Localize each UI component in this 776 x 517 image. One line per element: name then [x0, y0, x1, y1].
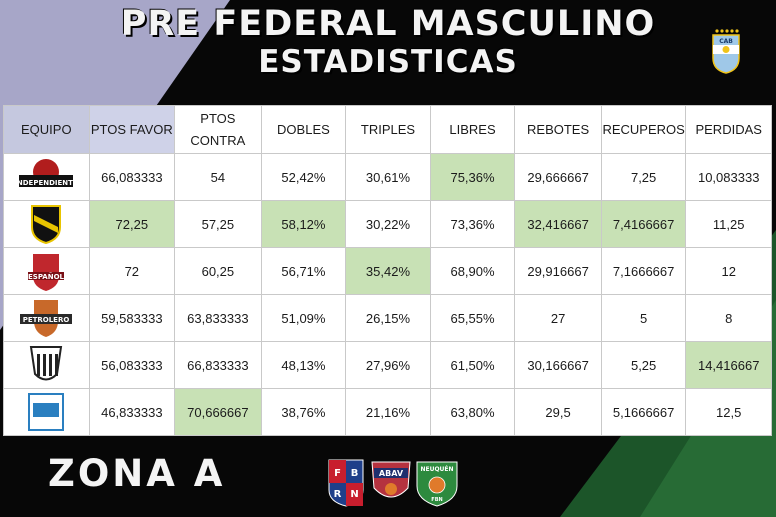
cell-recuperos: 5,25 — [600, 341, 687, 389]
col-header-equipo: EQUIPO — [3, 105, 90, 154]
table-row: 56,083333 66,833333 48,13% 27,96% 61,50% 30,1… — [3, 341, 772, 389]
col-header-recuperos: RECUPEROS — [600, 105, 687, 154]
team-logo-cell: PETROLERO — [3, 294, 90, 342]
team-logo-icon: ESPAÑOL — [28, 254, 65, 291]
team-logo-cell — [3, 388, 90, 436]
zone-label: ZONA A — [48, 452, 226, 495]
cell-perdidas: 11,25 — [685, 200, 772, 248]
header-row: EQUIPO PTOS FAVOR PTOS CONTRA DOBLES TRI… — [3, 105, 772, 154]
cell-triples: 30,22% — [345, 200, 431, 248]
fbrn-letter-n: N — [350, 489, 358, 500]
title-line-1: PRE FEDERAL MASCULINO — [120, 4, 656, 44]
cell-perdidas: 12 — [685, 247, 772, 295]
team-logo-text: PETROLERO — [23, 316, 70, 324]
table-row: 46,833333 70,666667 38,76% 21,16% 63,80% 29,5… — [3, 388, 772, 436]
team-logo-cell — [3, 200, 90, 248]
fbn-logo-icon: NEUQUÉN FBN — [416, 461, 458, 507]
col-header-triples: TRIPLES — [345, 105, 431, 154]
cab-badge-text: CAB — [719, 38, 733, 45]
cell-dobles: 51,09% — [260, 294, 347, 342]
cell-triples: 21,16% — [345, 388, 431, 436]
team-logo-cell: INDEPENDIENTE — [3, 153, 90, 201]
stats-table: EQUIPO PTOS FAVOR PTOS CONTRA DOBLES TRI… — [3, 105, 772, 436]
cell-ptos-favor: 59,583333 — [88, 294, 176, 342]
cell-rebotes: 29,5 — [514, 388, 602, 436]
cell-ptos-favor: 56,083333 — [88, 341, 176, 389]
cell-libres: 68,90% — [429, 247, 516, 295]
cell-dobles: 52,42% — [260, 153, 347, 201]
cell-dobles: 38,76% — [260, 388, 347, 436]
cell-triples: 26,15% — [345, 294, 431, 342]
col-header-ptos-favor: PTOS FAVOR — [88, 105, 176, 154]
cell-ptos-contra: 60,25 — [174, 247, 262, 295]
team-logo-text: INDEPENDIENTE — [17, 179, 75, 187]
cell-ptos-contra: 63,833333 — [174, 294, 262, 342]
fbrn-letter-r: R — [334, 489, 342, 500]
cell-perdidas: 14,416667 — [685, 341, 772, 389]
team-logo-icon — [30, 346, 63, 381]
cell-rebotes: 32,416667 — [514, 200, 602, 248]
cell-ptos-contra: 66,833333 — [174, 341, 262, 389]
cell-ptos-favor: 72 — [88, 247, 176, 295]
cell-ptos-contra: 57,25 — [174, 200, 262, 248]
cell-dobles: 48,13% — [260, 341, 347, 389]
cell-triples: 35,42% — [345, 247, 431, 295]
cell-rebotes: 29,916667 — [514, 247, 602, 295]
cell-recuperos: 5 — [600, 294, 687, 342]
cell-rebotes: 30,166667 — [514, 341, 602, 389]
cell-libres: 65,55% — [429, 294, 516, 342]
table-row: ESPAÑOL 72 60,25 56,71% 35,42% 68,90% 29,91666… — [3, 247, 772, 295]
cell-ptos-favor: 46,833333 — [88, 388, 176, 436]
cab-badge-icon: CAB — [712, 29, 740, 74]
cell-triples: 30,61% — [345, 153, 431, 201]
cell-perdidas: 10,083333 — [685, 153, 772, 201]
fbrn-logo-icon: F B R N — [328, 459, 364, 507]
cell-recuperos: 7,1666667 — [600, 247, 687, 295]
cell-dobles: 56,71% — [260, 247, 347, 295]
table-row: 72,25 57,25 58,12% 30,22% 73,36% 32,416667 7,4… — [3, 200, 772, 248]
title-line-2: ESTADISTICAS — [258, 44, 518, 80]
cell-libres: 61,50% — [429, 341, 516, 389]
cell-rebotes: 29,666667 — [514, 153, 602, 201]
fbrn-letter-b: B — [351, 468, 359, 479]
fbn-text: NEUQUÉN — [420, 465, 453, 473]
table-row: PETROLERO 59,583333 63,833333 51,09% 26,15% 6… — [3, 294, 772, 342]
col-header-ptos-contra: PTOS CONTRA — [174, 105, 262, 154]
col-header-dobles: DOBLES — [260, 105, 347, 154]
team-logo-cell: ESPAÑOL — [3, 247, 90, 295]
abav-logo-icon: ABAV — [371, 461, 411, 498]
abav-text: ABAV — [379, 469, 404, 478]
cell-dobles: 58,12% — [260, 200, 347, 248]
team-logo-icon — [31, 205, 62, 245]
cell-ptos-favor: 72,25 — [88, 200, 176, 248]
col-header-rebotes: REBOTES — [514, 105, 602, 154]
fbn-subtext: FBN — [431, 497, 442, 503]
cell-ptos-favor: 66,083333 — [88, 153, 176, 201]
team-logo-text: ESPAÑOL — [28, 272, 65, 281]
cell-recuperos: 5,1666667 — [600, 388, 687, 436]
table-row: INDEPENDIENTE 66,083333 54 52,42% 30,61% 75,3… — [3, 153, 772, 201]
cell-ptos-contra: 70,666667 — [174, 388, 262, 436]
col-header-libres: LIBRES — [429, 105, 516, 154]
organization-logos: F B R N ABAV NEUQUÉN FBN — [328, 459, 458, 507]
cell-rebotes: 27 — [514, 294, 602, 342]
cell-recuperos: 7,4166667 — [600, 200, 687, 248]
team-logo-icon: PETROLERO — [20, 300, 73, 337]
cell-triples: 27,96% — [345, 341, 431, 389]
cell-libres: 73,36% — [429, 200, 516, 248]
team-logo-cell — [3, 341, 90, 389]
team-logo-icon — [28, 393, 65, 431]
team-logo-icon: INDEPENDIENTE — [17, 159, 75, 187]
cell-perdidas: 8 — [685, 294, 772, 342]
cell-perdidas: 12,5 — [685, 388, 772, 436]
cell-libres: 75,36% — [429, 153, 516, 201]
col-header-perdidas: PERDIDAS — [685, 105, 772, 154]
cell-recuperos: 7,25 — [600, 153, 687, 201]
cell-ptos-contra: 54 — [174, 153, 262, 201]
cell-libres: 63,80% — [429, 388, 516, 436]
fbrn-letter-f: F — [334, 468, 341, 479]
